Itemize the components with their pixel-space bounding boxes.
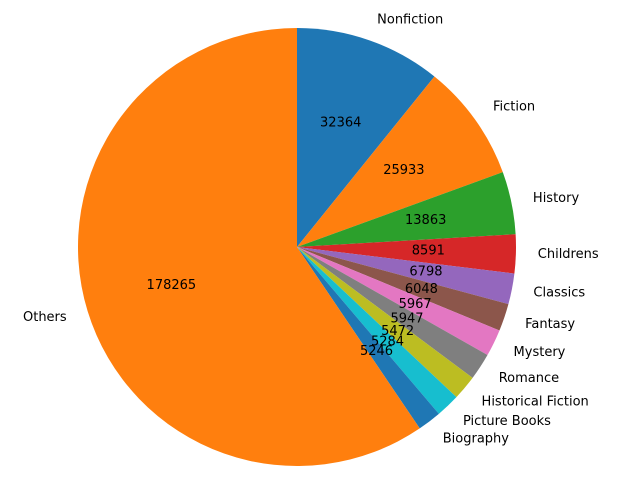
value-label-childrens: 8591 (412, 244, 445, 259)
pie-category-labels: Nonfiction Fiction History Childrens Classic… (23, 12, 599, 446)
category-label-fantasy: Fantasy (525, 317, 575, 332)
pie-slice-romance (297, 247, 488, 378)
category-label-picture-books: Picture Books (463, 414, 551, 429)
pie-slice-mystery (297, 247, 500, 356)
category-label-classics: Classics (533, 286, 585, 301)
value-label-fiction: 25933 (383, 163, 424, 178)
pie-slice-others (77, 28, 420, 466)
pie-value-labels: 3236425933138638591679860485967594754725… (147, 116, 447, 360)
value-label-history: 13863 (405, 213, 446, 228)
pie-slice-nonfiction (297, 28, 435, 247)
pie-slice-biography (297, 247, 439, 429)
category-label-childrens: Childrens (538, 247, 599, 262)
category-label-biography: Biography (443, 431, 510, 446)
pie-slice-picture-books (297, 247, 457, 414)
category-label-nonfiction: Nonfiction (377, 12, 443, 27)
value-label-fantasy: 6048 (405, 282, 438, 297)
category-label-others: Others (23, 310, 67, 325)
value-label-classics: 6798 (409, 265, 442, 280)
value-label-historical-fiction: 5472 (381, 324, 414, 339)
category-label-fiction: Fiction (493, 99, 535, 114)
value-label-nonfiction: 32364 (320, 116, 361, 131)
category-label-history: History (533, 191, 580, 206)
value-label-others: 178265 (147, 278, 197, 293)
value-label-picture-books: 5284 (371, 335, 404, 350)
pie-slice-historical-fiction (297, 247, 473, 398)
value-label-biography: 5246 (360, 344, 393, 359)
category-label-historical-fiction: Historical Fiction (482, 394, 589, 409)
pie-slice-childrens (297, 234, 516, 274)
value-label-mystery: 5967 (399, 297, 432, 312)
category-label-mystery: Mystery (514, 345, 566, 360)
category-label-romance: Romance (499, 371, 559, 386)
pie-slice-fantasy (297, 247, 509, 331)
pie-slice-fiction (297, 76, 503, 247)
pie-slices (77, 28, 516, 466)
value-label-romance: 5947 (390, 311, 423, 326)
pie-slice-classics (297, 247, 515, 305)
pie-slice-history (297, 172, 516, 247)
